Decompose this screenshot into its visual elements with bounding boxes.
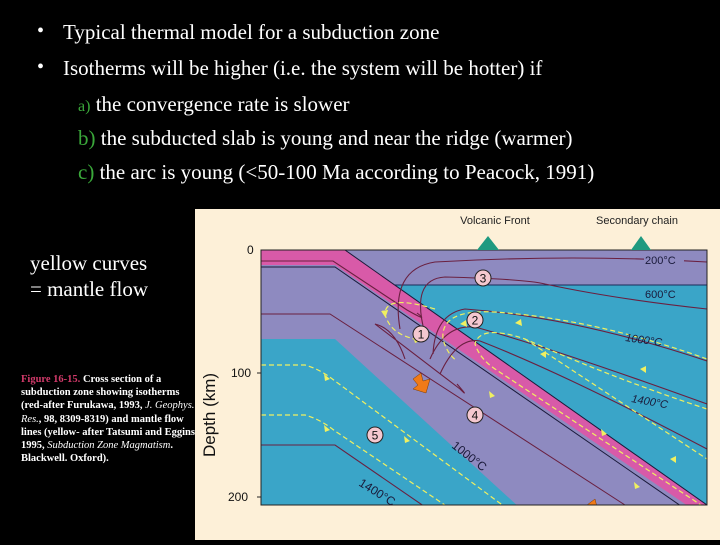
bullet-2: • Isotherms will be higher (i.e. the sys… (37, 56, 543, 80)
figure-label: Figure 16-15. (21, 374, 81, 385)
sub-item-letter: b) (78, 126, 96, 150)
marker-4: 4 (466, 406, 484, 424)
side-note-line-1: yellow curves (30, 251, 148, 275)
sub-item-b: b) the subducted slab is young and near … (78, 126, 573, 150)
subduction-diagram: Volcanic Front Secondary chain 0 100 200… (195, 209, 720, 540)
svg-text:5: 5 (372, 429, 379, 443)
caption-text: . Blackwell. Oxford). (21, 440, 173, 465)
svg-text:3: 3 (480, 272, 487, 286)
volcano-secondary-icon (631, 236, 651, 250)
side-note: yellow curves = mantle flow (30, 250, 148, 302)
sub-item-c: c) the arc is young (<50-100 Ma accordin… (78, 160, 595, 184)
marker-1: 1 (412, 325, 430, 343)
sub-item-letter: a) (78, 98, 91, 115)
volcano-front-icon (477, 236, 499, 250)
isotherm-200-label: 200°C (645, 255, 676, 267)
y-axis-label: Depth (km) (200, 373, 219, 457)
mantle-flow-lines (261, 301, 707, 505)
flow-arrowheads (324, 319, 676, 489)
secondary-chain-label: Secondary chain (596, 215, 678, 227)
sub-item-a: a) the convergence rate is slower (78, 92, 350, 116)
caption-book: Subduction Zone Magmatism (47, 440, 171, 452)
bullet-dot-icon: • (37, 20, 45, 42)
depth-tick-0: 0 (247, 243, 254, 257)
figure-caption: Figure 16-15. Cross section of a subduct… (21, 373, 201, 465)
depth-tick-200: 200 (228, 490, 248, 504)
plate-motion-arrow-icon (412, 372, 431, 394)
marker-5: 5 (366, 426, 384, 444)
svg-text:4: 4 (472, 409, 479, 423)
bullet-1: • Typical thermal model for a subduction… (37, 20, 440, 44)
isotherm-600-label: 600°C (645, 289, 676, 301)
bullet-dot-icon: • (37, 56, 45, 78)
caption-text: , 98, 8309-8319) and mantle flow lines (… (21, 413, 198, 452)
volcanic-front-label: Volcanic Front (460, 215, 530, 227)
caption-text: Cross section of a subduction zone showi… (21, 374, 180, 412)
marker-2: 2 (466, 311, 484, 329)
plate-motion-arrow-icon (586, 498, 605, 505)
side-note-line-2: = mantle flow (30, 277, 148, 301)
sub-item-letter: c) (78, 160, 95, 184)
svg-text:2: 2 (472, 314, 479, 328)
svg-text:1: 1 (418, 328, 425, 342)
marker-3: 3 (474, 269, 492, 287)
isotherm-1000-right-label: 1000°C (625, 332, 663, 349)
caption-journal: J. Geophys. Res. (21, 400, 195, 425)
depth-tick-100: 100 (231, 366, 251, 380)
slab-crust (261, 250, 707, 505)
